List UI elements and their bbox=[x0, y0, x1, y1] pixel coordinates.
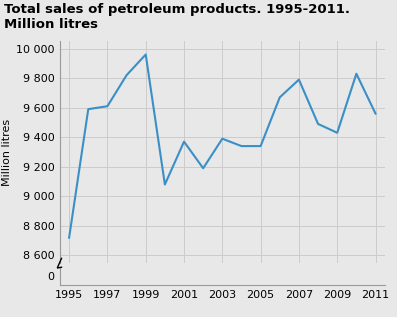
Y-axis label: Million litres: Million litres bbox=[2, 119, 12, 185]
Text: Total sales of petroleum products. 1995-2011. Million litres: Total sales of petroleum products. 1995-… bbox=[4, 3, 350, 31]
